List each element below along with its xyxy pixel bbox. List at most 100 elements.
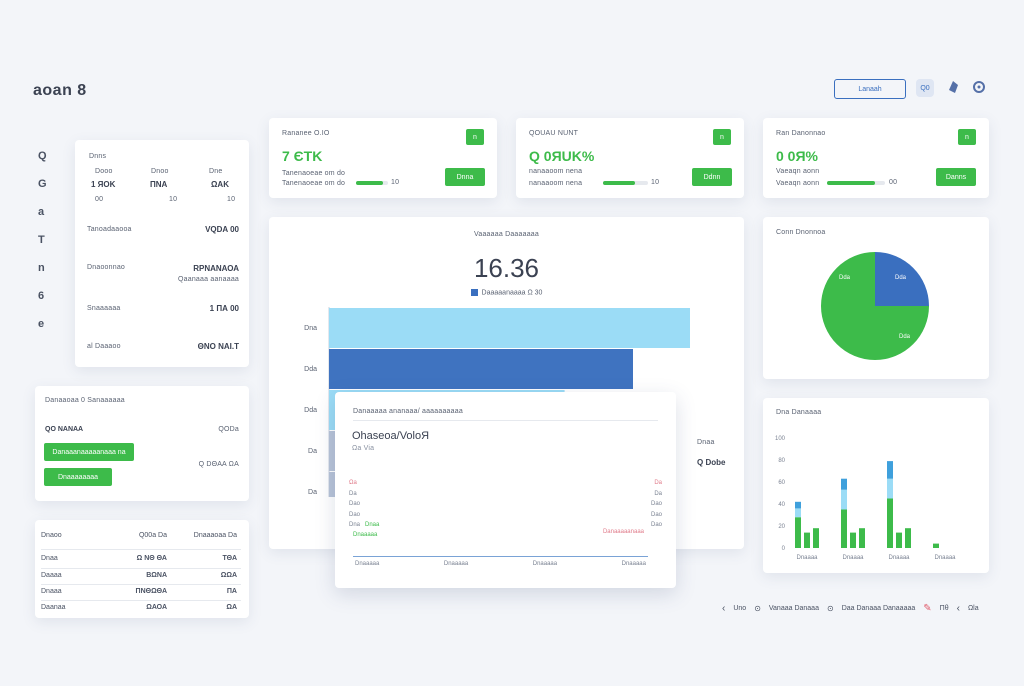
actions-panel: Danaaoaa 0 Sanaaaaaa QO NANAA QODa Danaa… [35,386,249,501]
actions-label-right: QODa [218,426,239,433]
notification-icon[interactable] [972,80,986,94]
profile-icon[interactable]: Q0 [916,79,934,97]
chevron-left-icon[interactable]: ‹ [722,603,726,614]
sidebar-icon-4[interactable]: T [38,234,45,246]
main-chart-big-value: 16.36 [473,253,540,283]
sidebar-icon-1[interactable]: Q [38,150,47,162]
stacked-bar-segment [795,508,801,518]
table-cell: Daanaa [41,604,66,611]
bar [329,349,633,389]
table-header-cell: Dnaaaoaa Da [193,532,237,539]
pie-slice [821,252,929,360]
legend-label: Daaaaanaaaa Ω 30 [481,289,543,297]
kpi-value: 7 ЄTK [282,148,323,164]
overlay-subtitle: Ωa Via [352,445,375,452]
sidebar-icon-2[interactable]: G [38,178,47,190]
settings-icon[interactable] [946,80,960,94]
y-tick-label: 40 [778,502,785,508]
header-action-button[interactable]: Lanaah [834,79,906,99]
y-tick-label: 60 [778,480,785,486]
main-chart-title: Vaaaaaa Daaaaaaa [474,231,539,238]
overlay-right-ticks: Da Da Dao Dao Dao [651,478,662,531]
main-chart-right-label: Q Dobe [697,458,726,467]
table-cell: ΒΩΝΑ [146,572,167,579]
table-row[interactable]: Daanaa ΩΑΟΑ ΩΑ [35,604,249,611]
table-row[interactable]: Dnaaa ΠΝΘΩΘΑ ΠΑ [35,588,249,595]
stats-value-3: ΩΑΚ [211,180,229,189]
category-label: Dna [304,325,317,332]
stats-title: Dnns [89,153,107,160]
stacked-bar-segment [795,517,801,548]
sidebar-icon-7[interactable]: e [38,318,45,330]
pie-chart [821,252,929,360]
kpi-sub: nanaaoom nena [529,168,583,175]
kpi-button[interactable]: Danns [936,168,976,186]
actions-meta: Q DΘΑΑ ΩΑ [198,461,239,468]
table-row[interactable]: Daaaa ΒΩΝΑ ΩΩΑ [35,572,249,579]
kpi-suffix: 10 [391,179,400,186]
tick-label: Dao [650,501,662,507]
table-cell: Dnaa [41,555,58,562]
footer-item[interactable]: Uno [733,605,747,612]
kpi-button[interactable]: Ddnn [692,168,732,186]
sidebar-icon-3[interactable]: a [38,206,45,218]
kpi-value: 0 0Я% [776,148,818,164]
table-cell: Ω ΝΘ ΘΑ [136,555,167,562]
kpi-suffix: 00 [889,179,898,186]
y-tick-label: 80 [778,458,785,464]
sidebar: Q G a T n 6 e [38,150,54,346]
stats-sub-2: 10 [169,196,178,203]
stats-col-3: Dne [209,168,223,175]
overlay-chart-card: Danaaaaa ananaaa/ aaaaaaaaaa Ohaseoa/Vol… [335,392,676,588]
secondary-action-button[interactable]: Dnaaaaaaaa [44,468,112,486]
x-category-label: Dnaaaa [796,555,818,561]
x-category-label: Dnaaaa [888,555,910,561]
x-label: Dnaaaaa [532,561,558,567]
edit-icon[interactable]: ✎ [923,603,932,614]
table-row[interactable]: Dnaa Ω ΝΘ ΘΑ ΤΘΑ [35,555,249,562]
kpi-card-2: QOUAU NUNT n Q 0ЯUK% nanaaoom nena nanaa… [516,118,744,198]
kpi-label: Ran Danonnao [776,130,826,137]
kpi-label: QOUAU NUNT [529,130,579,137]
legend-swatch [470,289,478,296]
kpi-progress [356,181,388,185]
actions-label: QO NANAA [45,426,84,433]
footer-item[interactable]: Πθ [939,605,949,612]
pie-title: Conn Dnonnoa [776,229,826,236]
table-header-cell: Q00a Da [138,532,167,539]
primary-action-button[interactable]: Danaaanaaaaanaaa na [44,443,134,461]
footer-item[interactable]: Vanaaa Danaaa [768,605,819,612]
stacked-bar-chart: 0 20 40 60 80 100 Dnaaaa Dnaaaa Dnaaaa Dnaaaa [775,436,956,561]
stats-row-label: al Daaaoo [87,343,121,350]
sidebar-icon-6[interactable]: 6 [38,290,45,302]
tick-label: Da [349,490,357,497]
stacked-bar-segment [896,532,902,548]
main-chart-legend: Daaaaanaaaa Ω 30 [269,289,744,296]
overlay-header: Danaaaaa ananaaa/ aaaaaaaaaa [353,408,463,415]
overlay-x-labels: Dnaaaaa Dnaaaaa Dnaaaaa Dnaaaaa [355,561,646,567]
footer-nav: ‹ Uno ⊙ Vanaaa Danaaa ⊙ Daa Danaaa Danaa… [722,603,979,614]
kpi-progress [603,181,648,185]
actions-title: Danaaoaa 0 Sanaaaaaa [45,397,125,404]
y-tick-label: 100 [775,436,786,442]
stacked-bar-segment [841,509,847,548]
stats-col-2: Dnoo [151,168,169,175]
kpi-button[interactable]: Dnna [445,168,485,186]
x-category-label: Dnaaaa [934,555,956,561]
y-tick-label: 20 [778,524,785,530]
kpi-badge: n [713,129,731,145]
tick-label: Da [654,480,662,486]
footer-item[interactable]: Ωla [967,605,979,612]
link-icon: ⊙ [754,604,761,613]
pie-slice [875,252,929,306]
table-header-cell: Dnaoo [41,532,62,539]
pie-label-1: Dda [839,275,851,281]
stacked-title: Dna Danaaaa [776,409,822,416]
stacked-bar-segment [933,543,939,548]
overlay-left-ticks: Ωa Da Dao Dao Dna [349,478,360,531]
share-icon[interactable]: ‹ [956,603,960,614]
sidebar-icon-5[interactable]: n [38,262,45,274]
tick-label: Dao [349,501,361,507]
kpi-card-1: Rananee O.IO n 7 ЄTK Tanenaoeae om do Ta… [269,118,497,198]
footer-item[interactable]: Daa Danaaa Danaaaaa [841,605,916,612]
